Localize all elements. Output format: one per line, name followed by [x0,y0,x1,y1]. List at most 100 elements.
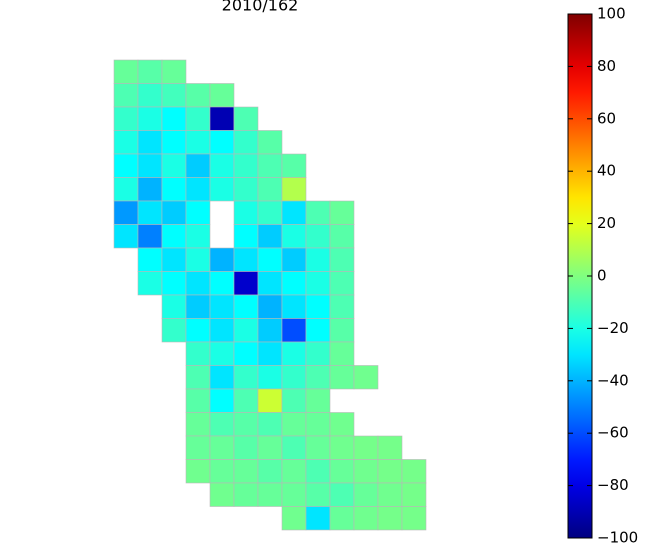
cell [234,131,258,155]
cell [330,342,354,366]
cell [210,272,234,296]
cell [306,342,330,366]
cell [210,319,234,343]
chart: 2010/162 100806040200−20−40−60−80−100 [0,0,648,548]
cell [114,60,138,84]
cell [282,389,306,413]
colorbar-tick-label: 100 [597,5,626,23]
cell [114,107,138,131]
cell [162,178,186,202]
cell [282,319,306,343]
cell [138,201,162,225]
colorbar-tick-label: −40 [597,371,629,389]
cell [138,131,162,155]
cell [162,154,186,178]
cell [210,248,234,272]
cell [234,460,258,484]
colorbar-tick-label: −20 [597,319,629,337]
cell [186,342,210,366]
cell [354,507,378,531]
cell [114,178,138,202]
cell [162,60,186,84]
cell [378,507,402,531]
cell [210,131,234,155]
cell [186,131,210,155]
cell [234,225,258,249]
cell [186,413,210,437]
chart-title: 2010/162 [222,0,299,15]
cell [354,483,378,507]
cell [330,201,354,225]
cell [258,366,282,390]
cell [378,460,402,484]
cell [234,201,258,225]
cell [162,272,186,296]
cell [186,178,210,202]
cell [330,413,354,437]
cell [234,107,258,131]
colorbar-tick-label: 80 [597,57,616,75]
cell [210,178,234,202]
cell [402,460,426,484]
cell [114,201,138,225]
cell [258,460,282,484]
cell [138,225,162,249]
cell [282,483,306,507]
cell [258,154,282,178]
cell [306,295,330,319]
cell [306,460,330,484]
cell [234,272,258,296]
cell [162,84,186,108]
cell [330,295,354,319]
cell [306,248,330,272]
cell [354,460,378,484]
cell [186,107,210,131]
colorbar-tick-label: −80 [597,476,629,494]
cell [186,389,210,413]
cell [258,389,282,413]
cell [258,272,282,296]
cell [138,154,162,178]
cell [354,436,378,460]
cell [258,413,282,437]
cell [186,201,210,225]
cell [210,460,234,484]
cell [378,483,402,507]
cell [330,272,354,296]
cell [330,483,354,507]
cell [258,319,282,343]
cell [378,436,402,460]
cell [210,154,234,178]
cell [186,366,210,390]
cell [282,413,306,437]
cell [114,84,138,108]
cell [162,295,186,319]
cell [210,366,234,390]
cell [234,342,258,366]
cell [282,178,306,202]
colorbar-tick-label: −60 [597,424,629,442]
cell [306,225,330,249]
cell [306,319,330,343]
cell [282,225,306,249]
cell [138,84,162,108]
cell [402,507,426,531]
cell [162,201,186,225]
cell [330,248,354,272]
cell [234,389,258,413]
cell [210,295,234,319]
cell [234,483,258,507]
cell [306,366,330,390]
cell [138,248,162,272]
heatmap [114,60,426,530]
cell [282,507,306,531]
cell [114,225,138,249]
cell [186,84,210,108]
cell [258,295,282,319]
cell [282,366,306,390]
cell [234,413,258,437]
cell [402,483,426,507]
cell [210,436,234,460]
cell [282,436,306,460]
cell [138,272,162,296]
